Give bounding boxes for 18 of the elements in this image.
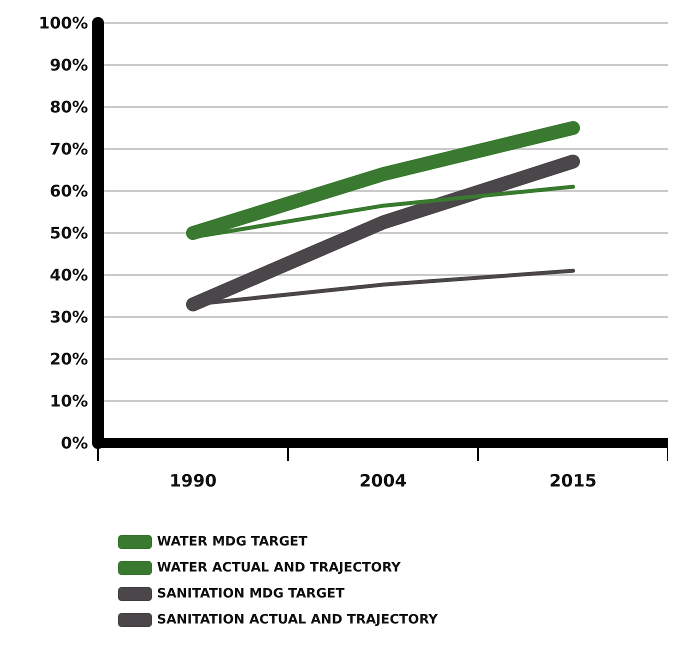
y-tick-label: 70% (50, 140, 88, 158)
y-tick-label: 90% (50, 56, 88, 74)
y-tick-label: 100% (38, 14, 88, 32)
legend-label: SANITATION MDG TARGET (157, 586, 345, 602)
y-tick-label: 20% (50, 350, 88, 368)
y-tick-label: 80% (50, 98, 88, 116)
y-tick-label: 10% (50, 392, 88, 410)
legend-label: WATER MDG TARGET (157, 534, 308, 550)
x-tick-label: 1990 (169, 472, 217, 492)
y-tick-label: 60% (50, 182, 88, 200)
x-tick-label: 2015 (549, 472, 597, 492)
y-tick-label: 50% (50, 224, 88, 242)
legend-label: SANITATION ACTUAL AND TRAJECTORY (157, 612, 438, 628)
y-tick-label: 40% (50, 266, 88, 284)
y-tick-label: 0% (60, 434, 88, 452)
y-tick-label: 30% (50, 308, 88, 326)
legend-label: WATER ACTUAL AND TRAJECTORY (157, 560, 402, 576)
x-tick-label: 2004 (359, 472, 407, 492)
